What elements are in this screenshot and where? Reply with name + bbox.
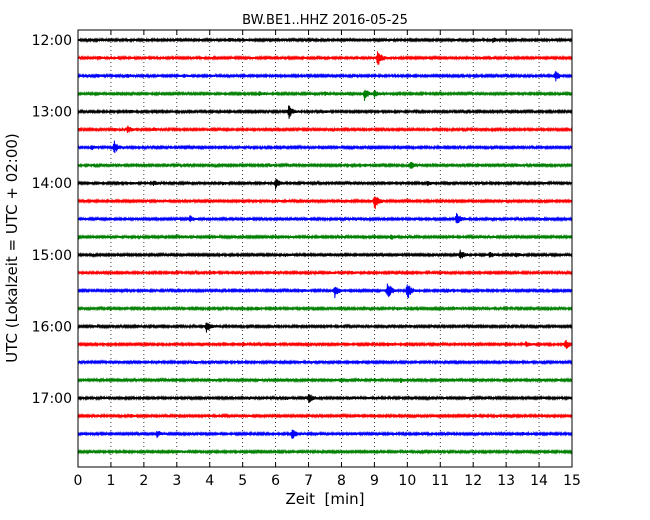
trace-line bbox=[77, 89, 573, 101]
x-tick-label: 14 bbox=[530, 473, 548, 489]
x-tick-label: 4 bbox=[205, 473, 214, 489]
y-tick-label: 15:00 bbox=[32, 248, 72, 264]
x-tick-label: 10 bbox=[398, 473, 416, 489]
x-axis-label: Zeit [min] bbox=[285, 490, 364, 508]
x-axis-ticks: 0 1 2 3 4 5 6 7 8 9 10 11 12 13 14 15 bbox=[74, 30, 581, 489]
y-axis-ticks: 12:00 13:00 14:00 15:00 16:00 17:00 bbox=[32, 33, 572, 407]
x-tick-label: 0 bbox=[74, 473, 83, 489]
trace-line bbox=[77, 322, 573, 333]
x-tick-label: 6 bbox=[271, 473, 280, 489]
x-tick-label: 12 bbox=[464, 473, 482, 489]
trace-line bbox=[77, 178, 573, 190]
x-tick-label: 11 bbox=[431, 473, 449, 489]
x-tick-label: 3 bbox=[172, 473, 181, 489]
y-tick-label: 12:00 bbox=[32, 33, 72, 49]
x-tick-label: 15 bbox=[563, 473, 581, 489]
x-tick-label: 2 bbox=[139, 473, 148, 489]
y-tick-label: 17:00 bbox=[32, 391, 72, 407]
x-tick-label: 8 bbox=[337, 473, 346, 489]
y-tick-label: 14:00 bbox=[32, 176, 72, 192]
trace-line bbox=[77, 196, 573, 210]
y-axis-label: UTC (Lokalzeit = UTC + 02:00) bbox=[3, 133, 21, 363]
x-tick-label: 5 bbox=[238, 473, 247, 489]
vertical-grid bbox=[110, 30, 540, 467]
y-tick-label: 13:00 bbox=[32, 105, 72, 121]
x-tick-label: 9 bbox=[370, 473, 379, 489]
seismic-traces bbox=[77, 36, 573, 455]
plot-frame bbox=[77, 29, 573, 468]
x-tick-label: 1 bbox=[106, 473, 115, 489]
chart-title: BW.BE1..HHZ 2016-05-25 bbox=[242, 13, 408, 28]
x-tick-label: 7 bbox=[304, 473, 313, 489]
x-tick-label: 13 bbox=[497, 473, 515, 489]
y-tick-label: 16:00 bbox=[32, 319, 72, 335]
